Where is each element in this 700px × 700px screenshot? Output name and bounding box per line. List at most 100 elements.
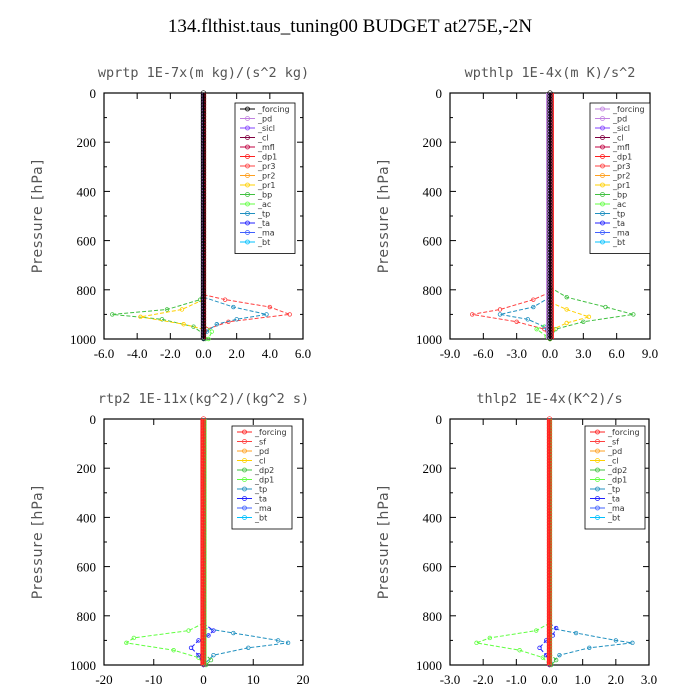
- series-marker: [557, 652, 562, 658]
- series-marker: [171, 648, 176, 653]
- y-tick-label: 0: [90, 86, 97, 101]
- legend-swatch-marker: [600, 154, 605, 159]
- legend-label: _pd: [607, 447, 622, 456]
- bundle-marker: [200, 113, 207, 120]
- bundle-marker: [200, 481, 207, 487]
- series-marker: [246, 645, 251, 650]
- bundle-marker: [547, 264, 553, 270]
- bundle-marker: [547, 205, 553, 211]
- legend-label: _ta: [612, 219, 625, 228]
- legend-swatch-marker: [600, 144, 605, 150]
- bundle-marker: [547, 326, 553, 332]
- bundle-marker: [200, 599, 207, 605]
- x-tick-label: -20: [95, 672, 112, 687]
- series-marker: [573, 630, 579, 636]
- x-tick-label: -1.0: [506, 672, 527, 687]
- bundle-marker: [547, 320, 553, 326]
- bundle-marker: [200, 478, 207, 484]
- bundle-marker: [200, 590, 207, 596]
- y-tick-label: 1000: [70, 332, 96, 347]
- legend-label: _sf: [607, 438, 619, 447]
- series-marker: [226, 319, 231, 324]
- bundle-marker: [200, 119, 207, 126]
- bundle-marker: [200, 549, 207, 555]
- y-axis-label: Pressure [hPa]: [376, 485, 392, 599]
- series-marker: [206, 633, 211, 638]
- series-marker: [267, 304, 273, 310]
- bundle-marker: [547, 311, 553, 318]
- bundle-marker: [547, 305, 553, 312]
- series-marker: [211, 628, 216, 633]
- legend-label: _dp2: [254, 466, 274, 475]
- bundle-marker: [546, 419, 553, 425]
- bundle-marker: [200, 193, 207, 199]
- series-marker: [553, 657, 559, 663]
- bundle-marker: [546, 661, 553, 667]
- bundle-marker: [547, 299, 553, 306]
- legend-swatch-marker: [245, 182, 250, 188]
- bundle-marker: [547, 125, 553, 132]
- bundle-marker: [547, 146, 553, 152]
- bundle-marker: [546, 552, 553, 558]
- bundle-marker: [200, 102, 207, 108]
- series-marker: [531, 304, 536, 310]
- near-zero-bundle: [200, 416, 207, 667]
- bundle-marker: [200, 451, 207, 458]
- bundle-marker: [547, 302, 553, 309]
- series-marker: [231, 630, 236, 636]
- bundle-marker: [547, 237, 553, 244]
- bundle-marker: [200, 496, 207, 502]
- bundle-marker: [546, 566, 553, 573]
- bundle-marker: [547, 158, 553, 164]
- y-tick-label: 0: [436, 412, 443, 427]
- bundle-marker: [200, 493, 207, 499]
- bundle-marker: [200, 563, 207, 570]
- x-tick-label: 10: [247, 672, 260, 687]
- bundle-marker: [200, 525, 207, 531]
- bundle-marker: [200, 457, 207, 463]
- bundle-marker: [200, 513, 207, 520]
- bundle-marker: [547, 140, 553, 146]
- legend-label: _tp: [607, 485, 620, 494]
- series-marker: [186, 628, 191, 633]
- bundle-marker: [200, 575, 207, 582]
- series-line-tp: [203, 627, 289, 666]
- y-tick-label: 400: [77, 184, 97, 199]
- bundle-marker: [547, 119, 553, 126]
- series-marker: [287, 312, 292, 317]
- legend-label: _forcing: [607, 428, 640, 437]
- bundle-marker: [546, 510, 553, 517]
- bundle-marker: [546, 581, 553, 587]
- bundle-marker: [200, 90, 207, 96]
- series-line-ac: [535, 321, 551, 340]
- bundle-marker: [200, 431, 207, 437]
- bundle-marker: [547, 178, 553, 185]
- bundle-marker: [200, 658, 207, 664]
- x-tick-label: 4.0: [262, 346, 278, 361]
- bundle-marker: [546, 593, 553, 599]
- bundle-marker: [200, 131, 207, 137]
- legend-swatch-marker: [595, 496, 600, 501]
- bundle-marker: [546, 496, 553, 502]
- bundle-marker: [200, 425, 207, 431]
- bundle-marker: [200, 475, 207, 481]
- bundle-marker: [200, 622, 207, 629]
- x-tick-label: -10: [145, 672, 162, 687]
- legend-label: _cl: [254, 457, 266, 466]
- bundle-marker: [200, 202, 207, 208]
- series-marker: [537, 645, 542, 650]
- bundle-marker: [200, 116, 207, 123]
- series-marker: [564, 307, 569, 312]
- panel-title: wpthlp 1E-4x(m K)/s^2: [465, 65, 636, 81]
- bundle-marker: [200, 428, 207, 434]
- bundle-marker: [200, 620, 207, 626]
- bundle-marker: [200, 631, 207, 638]
- bundle-marker: [200, 602, 207, 608]
- legend-label: _dp1: [257, 153, 277, 162]
- bundle-marker: [546, 490, 553, 496]
- legend-label: _pr2: [612, 172, 630, 181]
- legend-label: _ac: [612, 200, 626, 209]
- bundle-marker: [200, 314, 207, 321]
- legend-label: _cl: [607, 457, 619, 466]
